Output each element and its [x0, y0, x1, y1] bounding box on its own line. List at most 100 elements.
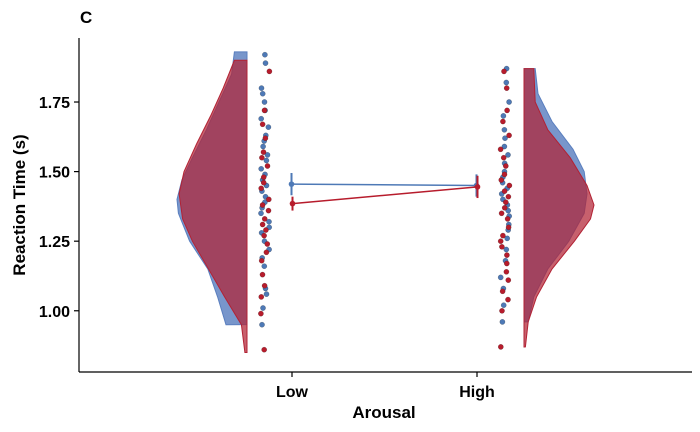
- data-point: [263, 227, 269, 233]
- data-point: [258, 185, 265, 192]
- data-point: [506, 132, 512, 139]
- data-point: [261, 107, 268, 114]
- data-point: [504, 235, 511, 242]
- data-point: [505, 207, 512, 214]
- data-point: [501, 171, 508, 178]
- data-point: [260, 174, 267, 181]
- x-tick-label: Low: [276, 384, 309, 401]
- y-tick-label: 1.25: [39, 234, 70, 251]
- data-point: [262, 51, 268, 58]
- data-point: [497, 238, 504, 245]
- data-point: [500, 118, 506, 125]
- density-high-red: [523, 68, 595, 348]
- data-point: [499, 307, 505, 314]
- data-point: [497, 344, 504, 350]
- data-point: [258, 294, 265, 300]
- data-point: [500, 302, 507, 309]
- data-point: [261, 216, 268, 222]
- data-point: [505, 296, 511, 303]
- x-tick-label: High: [459, 384, 495, 401]
- data-point: [499, 243, 505, 250]
- data-point: [266, 68, 273, 75]
- data-point: [261, 282, 268, 289]
- data-point: [264, 152, 271, 158]
- data-point: [503, 79, 510, 86]
- violins: [176, 51, 595, 354]
- data-point: [506, 182, 513, 189]
- mean-point: [474, 184, 481, 190]
- data-point: [499, 288, 506, 295]
- data-point: [261, 346, 268, 353]
- data-point: [258, 115, 265, 122]
- data-point: [263, 157, 270, 164]
- data-point: [500, 154, 507, 161]
- data-point: [264, 241, 271, 247]
- data-point: [505, 277, 512, 283]
- data-point: [259, 90, 266, 97]
- data-point: [502, 163, 509, 169]
- data-point: [499, 319, 506, 325]
- data-point: [501, 204, 508, 211]
- data-point: [259, 202, 266, 208]
- density-low-red: [178, 59, 248, 354]
- data-point: [500, 113, 507, 119]
- data-point: [259, 221, 266, 228]
- data-point: [265, 196, 272, 203]
- mean-lines: [288, 172, 481, 211]
- x-axis-title: Arousal: [352, 403, 415, 422]
- data-point: [497, 274, 504, 281]
- data-point: [260, 305, 266, 311]
- data-point: [503, 246, 510, 253]
- data-point: [262, 60, 269, 66]
- data-point: [258, 85, 265, 91]
- mean-point: [288, 181, 295, 187]
- y-tick-label: 1.50: [39, 165, 70, 182]
- data-point: [265, 124, 272, 130]
- data-point: [260, 143, 266, 150]
- data-point: [265, 207, 272, 214]
- data-point: [498, 177, 505, 183]
- data-point: [498, 210, 505, 217]
- data-point: [264, 163, 271, 169]
- x-ticks: Low High: [276, 372, 495, 401]
- data-point: [258, 257, 265, 264]
- data-point: [503, 268, 510, 275]
- y-tick-label: 1.75: [39, 95, 70, 112]
- data-point: [505, 224, 512, 231]
- data-point: [502, 135, 508, 142]
- y-ticks: 1.00 1.25 1.50 1.75: [39, 95, 79, 321]
- data-point: [502, 199, 509, 206]
- data-point: [501, 188, 508, 194]
- panel-label: C: [80, 8, 92, 27]
- data-point: [266, 218, 272, 225]
- data-point: [504, 216, 511, 222]
- data-point: [506, 99, 512, 105]
- data-point: [497, 146, 504, 153]
- data-point: [505, 193, 512, 200]
- data-point: [258, 165, 265, 172]
- data-point: [258, 210, 264, 217]
- data-point: [263, 249, 270, 256]
- data-point: [261, 99, 268, 105]
- data-point: [259, 121, 266, 128]
- mean-line-blue: [291, 183, 477, 187]
- data-point: [261, 232, 267, 239]
- data-point: [503, 260, 510, 267]
- data-point: [259, 271, 266, 278]
- data-point: [263, 291, 270, 297]
- data-point: [260, 179, 267, 186]
- points: [258, 51, 513, 353]
- plot-area: [176, 51, 595, 354]
- data-point: [258, 310, 264, 317]
- y-axis-title: Reaction Time (s): [10, 134, 29, 275]
- mean-point: [289, 200, 296, 207]
- data-point: [505, 152, 511, 158]
- data-point: [504, 252, 510, 258]
- data-point: [501, 143, 508, 150]
- data-point: [262, 135, 269, 142]
- y-tick-label: 1.00: [39, 304, 70, 321]
- data-point: [261, 263, 268, 270]
- data-point: [259, 321, 265, 328]
- data-point: [503, 85, 510, 91]
